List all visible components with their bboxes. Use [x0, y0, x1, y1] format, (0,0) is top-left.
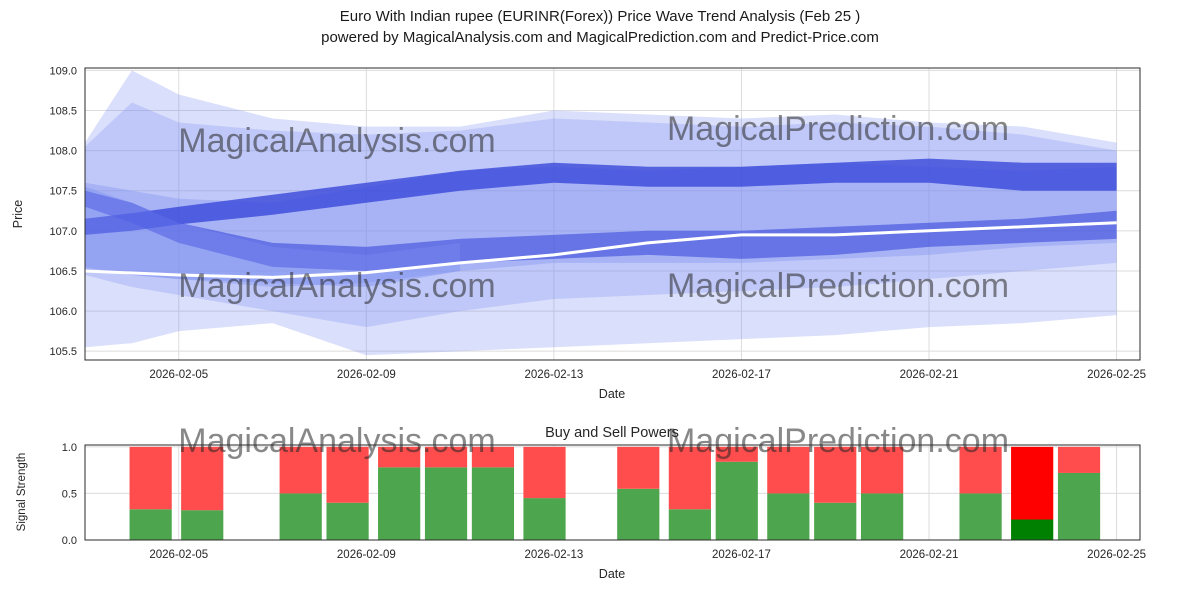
sell-power-bar — [617, 446, 660, 489]
sell-power-bar — [767, 446, 810, 494]
sell-power-bar — [668, 446, 711, 510]
watermark-text: MagicalAnalysis.com — [178, 267, 495, 305]
price-y-tick-label: 108.0 — [49, 146, 77, 158]
price-band — [85, 102, 1117, 328]
price-y-tick-label: 107.5 — [49, 186, 77, 198]
price-band — [85, 158, 1117, 235]
price-x-tick-label: 2026-02-21 — [900, 369, 959, 381]
price-y-tick-label: 105.5 — [49, 346, 77, 358]
signal-plot-border — [84, 444, 1141, 541]
sell-power-bar — [279, 446, 322, 494]
price-x-tick-label: 2026-02-09 — [337, 369, 396, 381]
signal-x-tick-label: 2026-02-17 — [712, 549, 771, 561]
signal-chart-title: Buy and Sell Powers — [545, 425, 679, 441]
signal-x-tick-label: 2026-02-25 — [1087, 549, 1146, 561]
signal-chart: 0.0 0.5 1.0 2026-02-05 2026-02-09 2026-02-13 2… — [16, 422, 1146, 581]
price-x-axis-label: Date — [599, 387, 625, 401]
page-title: Euro With Indian rupee (EURINR(Forex)) P… — [339, 8, 861, 25]
price-y-tick-label: 107.0 — [49, 226, 77, 238]
buy-power-bar — [1057, 472, 1101, 540]
signal-y-axis-label: Signal Strength — [16, 453, 28, 532]
signal-x-axis-label: Date — [599, 567, 625, 581]
signal-x-tick-label: 2026-02-09 — [337, 549, 396, 561]
signal-x-tick-label: 2026-02-13 — [524, 549, 583, 561]
buy-power-bar — [181, 510, 224, 540]
sell-power-bar — [471, 446, 515, 468]
sell-power-bar — [181, 446, 224, 511]
buy-power-bar — [523, 498, 566, 540]
price-band — [85, 70, 1117, 356]
watermark-text: MagicalAnalysis.com — [178, 422, 495, 460]
price-band — [85, 186, 461, 287]
price-x-tick-label: 2026-02-25 — [1087, 369, 1146, 381]
sell-power-bar — [424, 446, 468, 468]
price-chart: 105.5 106.0 106.5 107.0 107.5 108.0 108.5 109.0… — [11, 65, 1146, 401]
price-y-tick-label: 106.0 — [49, 306, 77, 318]
watermark-text: MagicalAnalysis.com — [178, 122, 495, 160]
sell-power-bar — [378, 446, 421, 468]
price-band — [85, 190, 1117, 271]
buy-power-bar — [1011, 519, 1054, 540]
signal-y-tick-label: 1.0 — [62, 442, 77, 454]
sell-power-bar — [326, 446, 369, 503]
signal-y-tick-label: 0.0 — [62, 535, 77, 547]
sell-power-bar — [523, 446, 566, 499]
price-y-tick-label: 109.0 — [49, 65, 77, 77]
price-y-axis-label: Price — [11, 200, 25, 229]
sell-power-bar — [959, 446, 1002, 494]
buy-power-bar — [279, 493, 322, 540]
price-y-tick-label: 108.5 — [49, 106, 77, 118]
page-subtitle: powered by MagicalAnalysis.com and Magic… — [321, 29, 879, 46]
watermark-text: MagicalPrediction.com — [667, 267, 1009, 305]
signal-x-tick-label: 2026-02-05 — [149, 549, 208, 561]
watermark-text: MagicalPrediction.com — [667, 110, 1009, 148]
signal-y-tick-label: 0.5 — [62, 488, 77, 500]
chart-header: Euro With Indian rupee (EURINR(Forex)) P… — [0, 6, 1200, 48]
buy-power-bar — [959, 493, 1002, 540]
buy-power-bar — [715, 461, 758, 540]
buy-power-bar — [129, 509, 172, 540]
signal-x-tick-label: 2026-02-21 — [900, 549, 959, 561]
sell-power-bar — [1057, 446, 1101, 473]
sell-power-bar — [129, 446, 172, 510]
buy-power-bar — [424, 467, 468, 540]
price-x-tick-label: 2026-02-13 — [524, 369, 583, 381]
buy-power-bar — [814, 502, 857, 540]
buy-power-bar — [767, 493, 810, 540]
watermark-text: MagicalPrediction.com — [667, 422, 1009, 460]
sell-power-bar — [814, 446, 857, 503]
sell-power-bar — [1011, 446, 1054, 520]
price-x-tick-label: 2026-02-17 — [712, 369, 771, 381]
price-x-tick-label: 2026-02-05 — [149, 369, 208, 381]
sell-power-bar — [861, 446, 904, 494]
price-plot-border — [84, 67, 1141, 361]
price-bands — [85, 70, 1117, 356]
sell-power-bar — [715, 446, 758, 462]
price-y-tick-label: 106.5 — [49, 266, 77, 278]
buy-power-bar — [861, 493, 904, 540]
buy-power-bar — [378, 467, 421, 540]
buy-power-bar — [668, 509, 711, 540]
buy-power-bar — [617, 488, 660, 540]
buy-power-bar — [471, 467, 515, 540]
buy-power-bar — [326, 502, 369, 540]
gap-line — [84, 221, 1117, 279]
